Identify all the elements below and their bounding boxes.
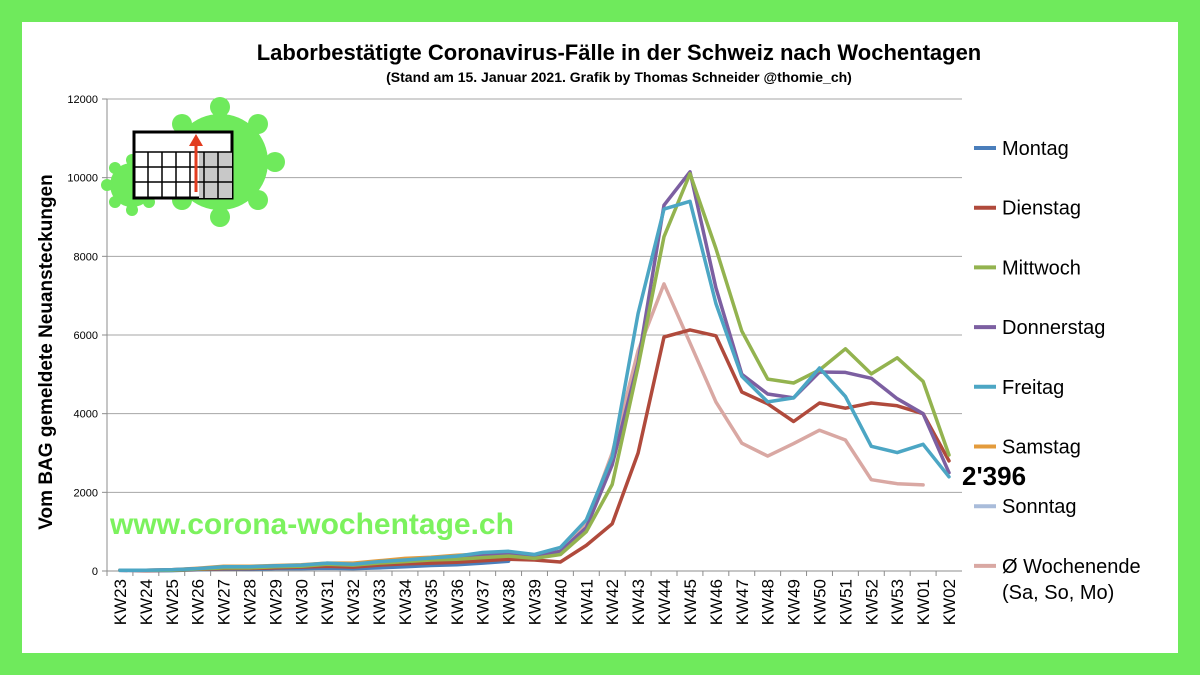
x-tick-label: KW27	[215, 579, 234, 625]
x-tick-label: KW23	[111, 579, 130, 625]
y-tick-label: 8000	[74, 251, 98, 263]
series-line-4	[118, 199, 951, 572]
x-axis-ticks: KW23 KW24 KW25 KW26 KW27 KW28 KW29 KW30 KW31 KW32…	[111, 579, 959, 625]
x-tick-label: KW52	[862, 579, 881, 625]
x-tick-label: KW32	[344, 579, 363, 625]
x-tick-label: KW30	[292, 579, 311, 625]
x-tick-label: KW46	[707, 579, 726, 625]
legend-label: Mittwoch	[1002, 257, 1081, 279]
x-tick-label: KW33	[370, 579, 389, 625]
x-tick-label: KW53	[888, 579, 907, 625]
x-tick-label: KW24	[137, 579, 156, 625]
legend-label: Sonntag	[1002, 496, 1077, 518]
y-axis-label: Vom BAG gemeldete Neuansteckungen	[36, 174, 57, 529]
x-tick-label: KW50	[811, 579, 830, 625]
y-tick-label: 6000	[74, 330, 98, 342]
legend-label: Samstag	[1002, 437, 1081, 459]
virus-calendar-icon	[101, 97, 285, 227]
x-tick-label: KW36	[448, 579, 467, 625]
legend-label: Donnerstag	[1002, 317, 1105, 339]
x-tick-label: KW26	[189, 579, 208, 625]
x-tick-label: KW40	[551, 579, 570, 625]
y-tick-label: 4000	[74, 409, 98, 421]
x-tick-label: KW29	[266, 579, 285, 625]
x-tick-label: KW37	[474, 579, 493, 625]
x-tick-label: KW38	[500, 579, 519, 625]
x-tick-label: KW45	[681, 579, 700, 625]
y-tick-label: 10000	[67, 173, 98, 185]
y-tick-label: 2000	[74, 487, 98, 499]
chart-title: Laborbestätigte Coronavirus-Fälle in der…	[257, 40, 982, 65]
x-tick-label: KW02	[940, 579, 959, 625]
y-tick-label: 12000	[67, 94, 98, 106]
x-tick-label: KW01	[914, 579, 933, 625]
x-tick-label: KW47	[733, 579, 752, 625]
x-tick-label: KW48	[759, 579, 778, 625]
watermark-text: www.corona-wochentage.ch	[109, 508, 514, 541]
x-tick-label: KW34	[396, 579, 415, 625]
legend-label-line2: (Sa, So, Mo)	[1002, 582, 1114, 604]
x-tick-label: KW28	[241, 579, 260, 625]
legend-label: Ø Wochenende	[1002, 556, 1141, 578]
legend-label: Dienstag	[1002, 198, 1081, 220]
x-tick-label: KW49	[785, 579, 804, 625]
chart-subtitle: (Stand am 15. Januar 2021. Grafik by Tho…	[386, 69, 852, 85]
chart-frame: Laborbestätigte Coronavirus-Fälle in der…	[22, 22, 1178, 653]
x-tick-label: KW44	[655, 579, 674, 625]
x-tick-label: KW35	[422, 579, 441, 625]
y-tick-label: 0	[92, 566, 98, 578]
x-tick-label: KW25	[163, 579, 182, 625]
x-tick-label: KW41	[577, 579, 596, 625]
series-lines	[118, 170, 951, 573]
last-value-annotation: 2'396	[962, 461, 1026, 491]
y-axis-ticks: 0 2000 4000 6000 8000 10000 12000	[67, 94, 98, 578]
x-tick-label: KW43	[629, 579, 648, 625]
x-tick-label: KW39	[526, 579, 545, 625]
legend-label: Montag	[1002, 138, 1069, 160]
legend-label: Freitag	[1002, 377, 1064, 399]
x-tick-label: KW51	[836, 579, 855, 625]
x-tick-label: KW42	[603, 579, 622, 625]
legend: Montag Dienstag Mittwoch Donnerstag Freitag S…	[974, 138, 1141, 604]
x-tick-label: KW31	[318, 579, 337, 625]
line-chart: Laborbestätigte Coronavirus-Fälle in der…	[36, 40, 1141, 625]
